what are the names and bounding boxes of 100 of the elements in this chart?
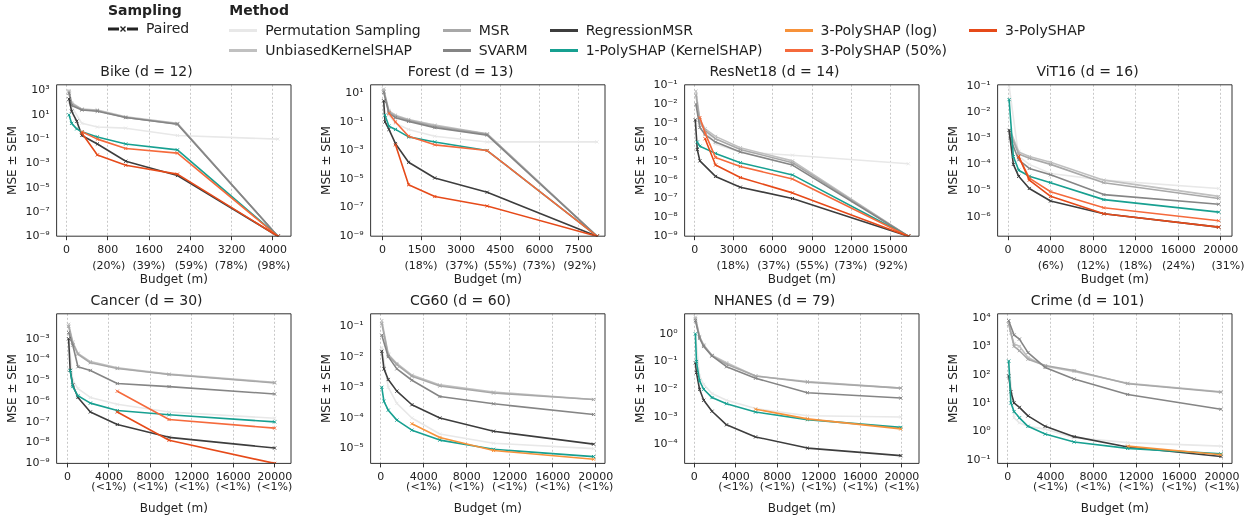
y-tick-label: 10⁻⁹ <box>652 229 678 243</box>
x2-tick-label: (37%) <box>756 258 790 272</box>
x-axis-title: Budget (m) <box>139 271 208 286</box>
y-tick-label: 10⁻³ <box>339 380 364 394</box>
y-tick-label: 10⁻⁴ <box>339 410 364 424</box>
text: Paired <box>146 20 190 36</box>
y-axis-title: MSE ± SEM <box>5 354 20 423</box>
x-tick-label: 3000 <box>719 242 748 256</box>
y-tick-label: 10¹ <box>972 395 991 409</box>
y-tick-label: 10⁻¹ <box>652 78 678 92</box>
legend-label: SVARM <box>478 42 528 58</box>
y-tick-label: 10⁻⁵ <box>652 153 678 167</box>
y-tick-label: 10⁻⁵ <box>25 373 50 387</box>
x2-tick-label: (73%) <box>522 258 556 272</box>
y-tick-label: 10⁻⁴ <box>966 157 992 171</box>
y-tick-label: 10⁻⁸ <box>25 435 51 449</box>
legend-label: 3-PolySHAP (50%) <box>820 42 948 58</box>
y-tick-label: 10⁻¹ <box>25 131 50 145</box>
chart-title: ViT16 (d = 16) <box>1036 63 1139 80</box>
x2-tick-label: (55%) <box>795 258 829 272</box>
y-tick-label: 10⁻² <box>652 382 678 396</box>
y-tick-label: 10⁻¹ <box>966 452 991 466</box>
legend-label: 3-PolySHAP (log) <box>820 22 938 38</box>
x-tick-label: 0 <box>1004 469 1012 483</box>
y-tick-label: 10⁻³ <box>25 331 50 345</box>
chart-title: NHANES (d = 79) <box>713 292 835 309</box>
y-tick-label: 10¹ <box>31 107 50 121</box>
x-tick-label: 0 <box>690 242 698 256</box>
y-tick-label: 10⁻⁷ <box>652 191 678 205</box>
x-axis-title: Budget (m) <box>767 500 836 515</box>
x-tick-label: 1500 <box>407 242 436 256</box>
x-tick-label: 7500 <box>564 242 593 256</box>
y-tick-label: 10⁻⁵ <box>339 441 364 455</box>
y-tick-label: 10⁻⁶ <box>652 172 678 186</box>
y-axis-title: MSE ± SEM <box>5 126 20 195</box>
y-tick-label: 10³ <box>31 83 50 97</box>
x-tick-label: 0 <box>690 469 698 483</box>
y-tick-label: 10⁰ <box>972 424 992 438</box>
chart-title: Forest (d = 13) <box>407 63 514 80</box>
legend-title: Method <box>229 2 290 18</box>
x2-tick-label: (59%) <box>174 258 208 272</box>
x-axis-title: Budget (m) <box>139 500 208 515</box>
y-axis-title: MSE ± SEM <box>632 354 647 423</box>
y-tick-label: 10⁻⁴ <box>652 437 678 451</box>
x-tick-label: 6000 <box>525 242 554 256</box>
x-axis-title: Budget (m) <box>453 500 522 515</box>
x-tick-label: 20000 <box>1203 242 1239 256</box>
y-tick-label: 10⁻⁹ <box>339 229 364 243</box>
y-tick-label: 10⁻⁷ <box>25 204 50 218</box>
y-tick-label: 10⁻¹ <box>339 114 364 128</box>
y-tick-label: 10⁻² <box>966 104 991 118</box>
y-tick-label: 10¹ <box>344 86 364 100</box>
x-tick-label: 6000 <box>758 242 787 256</box>
y-tick-label: 10⁻⁵ <box>339 171 364 185</box>
y-tick-label: 10⁻³ <box>25 156 50 170</box>
y-axis-title: MSE ± SEM <box>632 126 647 195</box>
x2-tick-label: (98%) <box>257 258 291 272</box>
chart-title: Cancer (d = 30) <box>90 292 203 309</box>
x-axis-title: Budget (m) <box>453 271 522 286</box>
x-tick-label: 3200 <box>217 242 246 256</box>
y-tick-label: 10³ <box>972 339 991 353</box>
x-tick-label: 1600 <box>135 242 164 256</box>
y-tick-label: 10⁻⁶ <box>25 393 51 407</box>
x2-tick-label: (20%) <box>92 258 126 272</box>
x2-tick-label: (18%) <box>716 258 750 272</box>
y-axis-title: MSE ± SEM <box>946 354 961 423</box>
x-tick-label: 0 <box>64 469 72 483</box>
y-tick-label: 10⁰ <box>658 326 678 340</box>
y-tick-label: 10⁻³ <box>652 409 678 423</box>
x2-tick-label: (39%) <box>132 258 166 272</box>
x-tick-label: 2400 <box>176 242 205 256</box>
y-tick-label: 10⁻⁷ <box>339 200 364 214</box>
y-tick-label: 10⁻⁵ <box>966 183 991 197</box>
x2-tick-label: (73%) <box>833 258 867 272</box>
y-tick-label: 10⁻³ <box>339 143 364 157</box>
x-tick-label: 0 <box>62 242 70 256</box>
x-tick-label: 9000 <box>797 242 826 256</box>
x-axis-title: Budget (m) <box>1081 271 1150 286</box>
y-tick-label: 10⁻² <box>652 97 678 111</box>
y-tick-label: 10⁻⁴ <box>652 134 678 148</box>
y-tick-label: 10⁻¹ <box>652 354 678 368</box>
x-tick-label: 0 <box>376 469 384 483</box>
y-axis-title: MSE ± SEM <box>319 354 334 423</box>
x2-tick-label: (92%) <box>562 258 596 272</box>
x2-tick-label: (18%) <box>1119 258 1153 272</box>
x-tick-label: 3000 <box>446 242 475 256</box>
y-tick-label: 10⁻¹ <box>966 78 991 92</box>
y-tick-label: 10⁻⁴ <box>25 352 51 366</box>
chart-title: CG60 (d = 60) <box>409 292 511 309</box>
x2-tick-label: (78%) <box>214 258 248 272</box>
legend-label: UnbiasedKernelSHAP <box>265 42 412 58</box>
x-tick-label: 16000 <box>1161 242 1197 256</box>
x-tick-label: 8000 <box>1079 242 1108 256</box>
x-tick-label: 4500 <box>486 242 514 256</box>
x2-tick-label: (6%) <box>1038 258 1065 272</box>
y-tick-label: 10⁻⁸ <box>652 210 678 224</box>
y-tick-label: 10⁻¹ <box>339 318 364 332</box>
legend-label: Permutation Sampling <box>265 22 421 38</box>
chart-title: Crime (d = 101) <box>1031 292 1145 309</box>
x2-tick-label: (31%) <box>1211 258 1245 272</box>
